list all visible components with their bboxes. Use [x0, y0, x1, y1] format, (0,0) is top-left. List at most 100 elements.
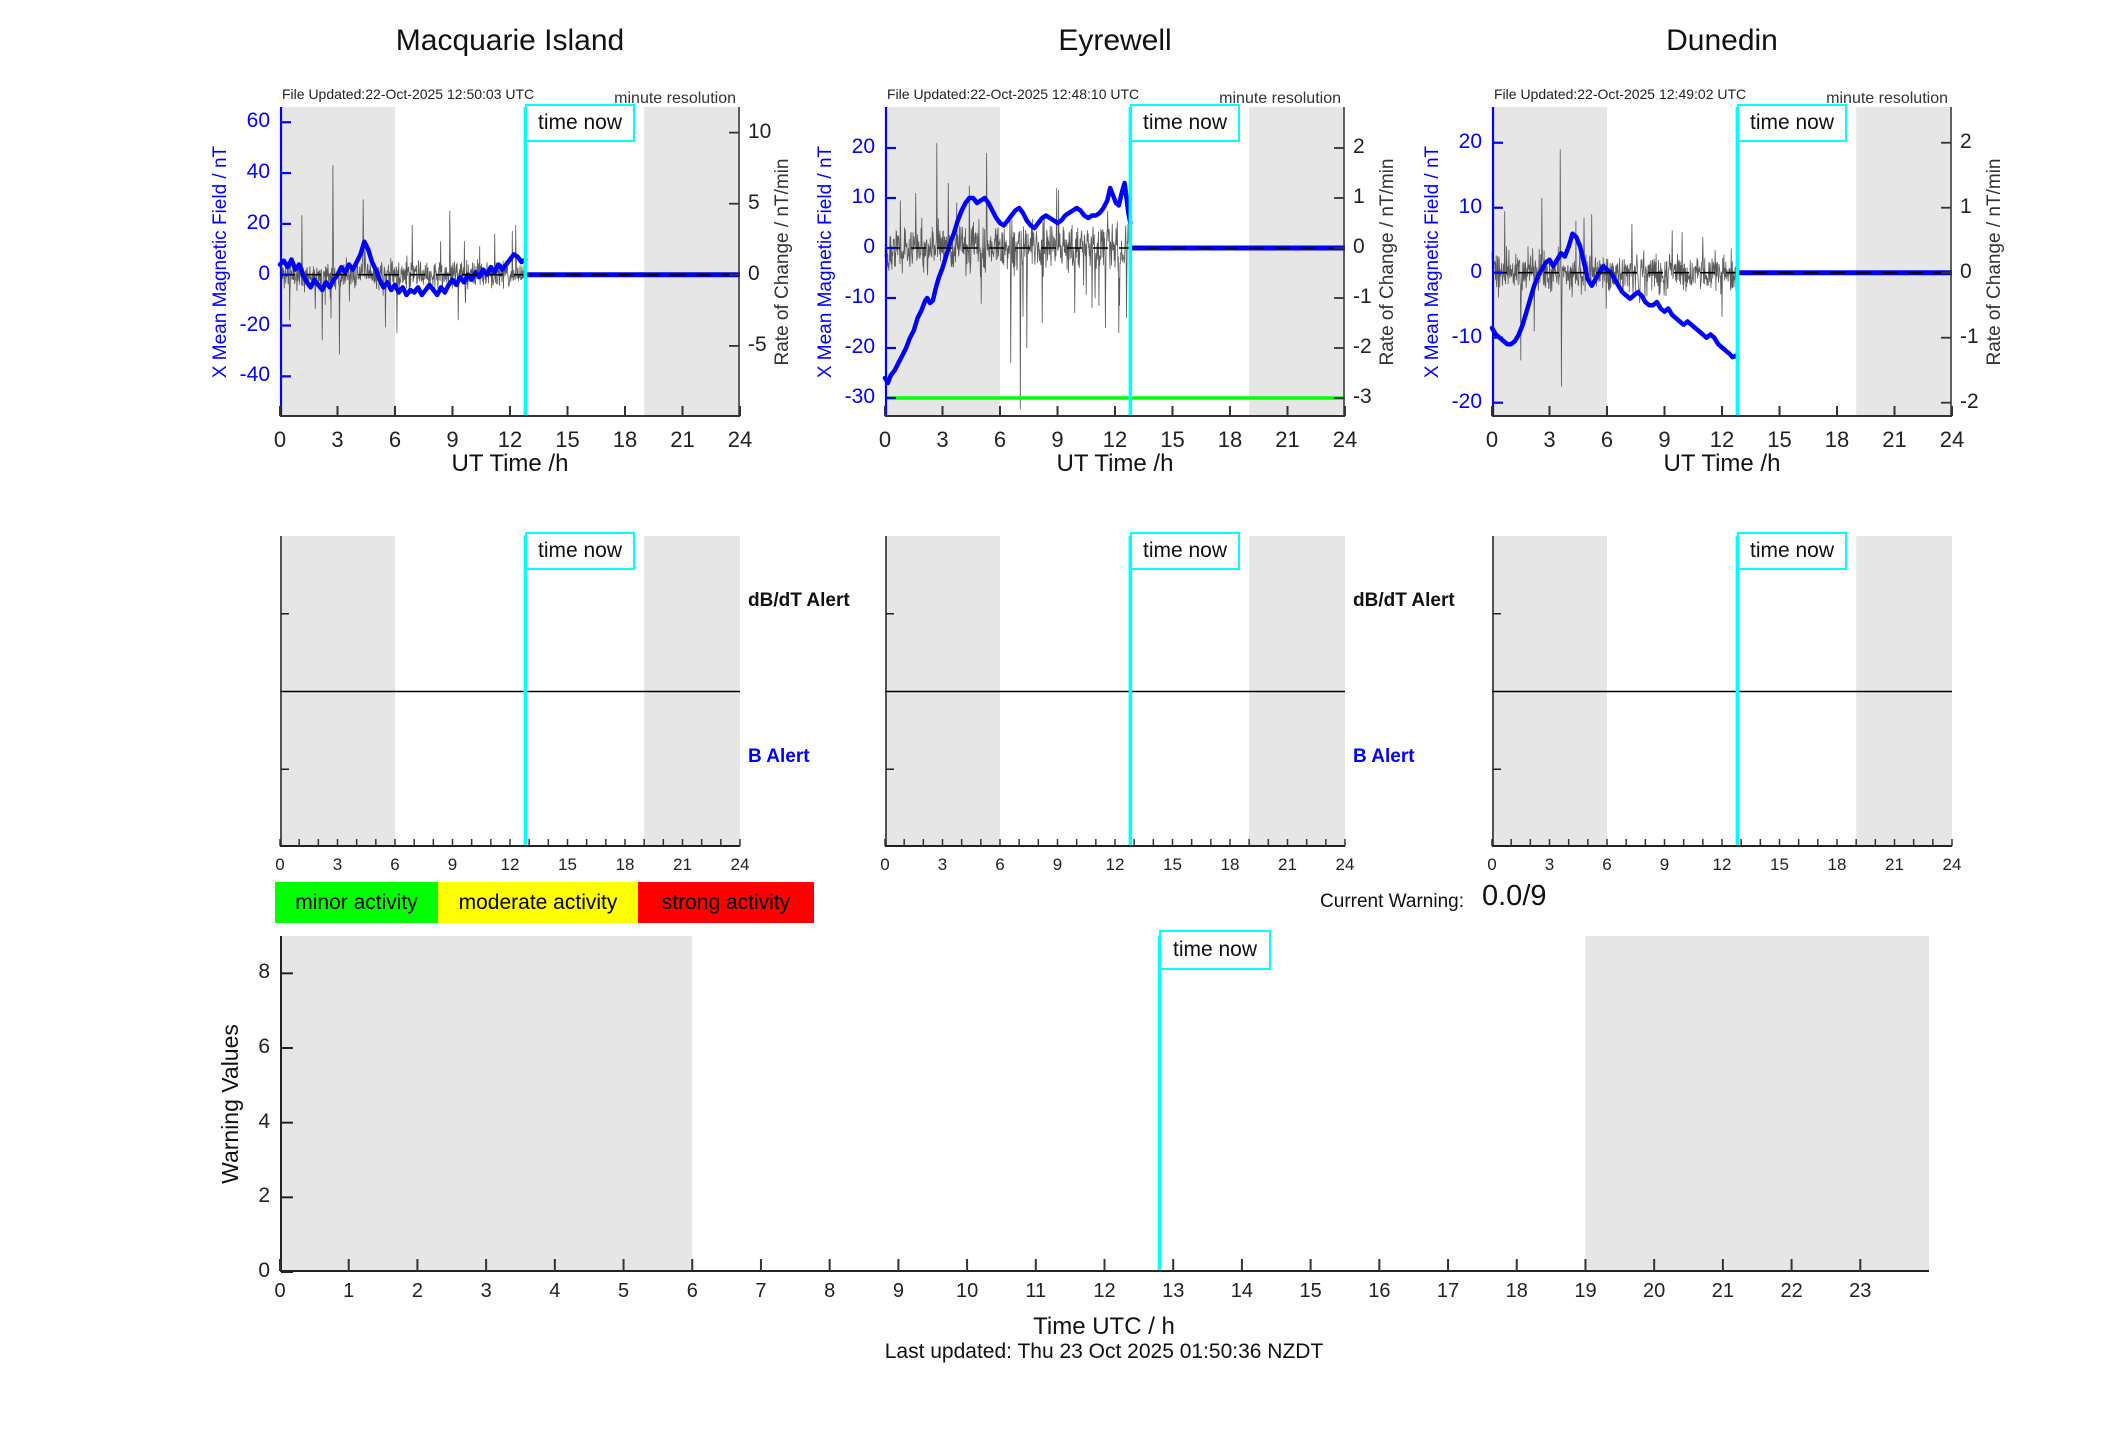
- x-tick-label: 12: [497, 427, 523, 452]
- left-tick-label: -10: [1451, 324, 1482, 348]
- alert-x-tick-label: 18: [615, 855, 635, 874]
- alert-x-tick-label: 3: [1544, 855, 1555, 874]
- x-tick-label: 0: [1485, 427, 1499, 452]
- station-title-macquarie: Macquarie Island: [395, 24, 625, 57]
- legend-strong-activity: strong activity: [638, 882, 814, 923]
- right-tick-label: 5: [748, 190, 760, 214]
- warning-x-tick-label: 13: [1162, 1280, 1185, 1302]
- right-tick-label: 0: [748, 261, 760, 285]
- x-tick-label: 9: [1658, 427, 1671, 452]
- warning-x-tick-label: 17: [1436, 1280, 1460, 1302]
- x-axis-label-eyrewell: UT Time /h: [1056, 450, 1174, 477]
- alert-x-tick-label: 18: [1220, 855, 1240, 874]
- dunedin-field-plot: [1489, 107, 1953, 417]
- x-tick-label: 0: [273, 427, 287, 452]
- left-tick-label: 10: [1458, 194, 1482, 218]
- time-now-flag-alert-eyrewell: time now: [1130, 532, 1240, 570]
- alert-x-tick-label: 21: [673, 855, 692, 874]
- b-alert-label-2: B Alert: [1353, 746, 1415, 767]
- left-tick-label: -30: [844, 385, 875, 408]
- left-tick-label: 0: [258, 261, 270, 285]
- right-axis-label-eyrewell: Rate of Change / nT/min: [1377, 158, 1398, 366]
- warning-x-tick-label: 19: [1574, 1280, 1597, 1302]
- alert-x-tick-label: 3: [332, 855, 343, 874]
- alert-x-tick-label: 15: [1163, 855, 1182, 874]
- legend-minor-activity: minor activity: [275, 882, 438, 923]
- alert-x-tick-label: 21: [1278, 855, 1297, 874]
- alert-x-tick-label: 24: [1942, 855, 1962, 874]
- alert-x-tick-label: 12: [500, 855, 520, 874]
- right-axis-label-macquarie: Rate of Change / nT/min: [772, 158, 793, 366]
- x-tick-label: 3: [331, 427, 344, 452]
- warning-x-tick-label: 22: [1780, 1280, 1803, 1302]
- alert-x-tick-label: 6: [390, 855, 400, 874]
- right-tick-label: 2: [1353, 135, 1365, 158]
- alert-x-tick-label: 24: [1335, 855, 1355, 874]
- alert-x-tick-label: 0: [1487, 855, 1497, 874]
- warning-x-tick-label: 12: [1093, 1280, 1116, 1302]
- resolution-note-dunedin: minute resolution: [1826, 90, 1948, 107]
- right-tick-label: 10: [748, 119, 772, 143]
- warning-x-tick-label: 15: [1299, 1280, 1322, 1302]
- warning-x-tick-label: 1: [343, 1280, 355, 1302]
- current-warning-value: 0.0/9: [1482, 880, 1547, 912]
- alert-x-tick-label: 0: [880, 855, 890, 874]
- warning-x-tick-label: 2: [411, 1280, 423, 1302]
- file-updated-eyrewell: File Updated:22-Oct-2025 12:48:10 UTC: [887, 86, 1140, 102]
- x-tick-label: 12: [1102, 427, 1128, 452]
- current-warning-label: Current Warning:: [1320, 891, 1464, 912]
- x-tick-label: 18: [612, 427, 638, 452]
- alert-x-tick-label: 6: [1602, 855, 1612, 874]
- warning-x-tick-label: 18: [1505, 1280, 1528, 1302]
- warning-x-tick-label: 8: [824, 1280, 836, 1302]
- station-title-eyrewell: Eyrewell: [1058, 24, 1172, 57]
- warning-x-tick-label: 21: [1711, 1280, 1734, 1302]
- resolution-note-eyrewell: minute resolution: [1219, 90, 1341, 107]
- right-tick-label: 0: [1960, 259, 1972, 283]
- right-axis-label-dunedin: Rate of Change / nT/min: [1984, 158, 2005, 366]
- left-tick-label: 40: [246, 160, 270, 184]
- warning-x-tick-label: 23: [1849, 1280, 1872, 1302]
- right-tick-label: -1: [1353, 285, 1372, 308]
- warning-x-tick-label: 20: [1643, 1280, 1666, 1302]
- x-tick-label: 24: [1332, 427, 1358, 452]
- alert-x-tick-label: 12: [1105, 855, 1125, 874]
- x-tick-label: 21: [1275, 427, 1300, 452]
- left-tick-label: -10: [844, 285, 875, 308]
- left-tick-label: 10: [851, 185, 875, 208]
- alert-x-tick-label: 21: [1885, 855, 1904, 874]
- right-tick-label: -2: [1960, 389, 1979, 413]
- x-tick-label: 21: [1882, 427, 1907, 452]
- warning-x-axis-label: Time UTC / h: [1033, 1313, 1175, 1340]
- warning-x-tick-label: 4: [549, 1280, 561, 1302]
- left-tick-label: -20: [1451, 389, 1482, 413]
- warning-values-axis-label: Warning Values: [216, 1024, 243, 1184]
- last-updated-text: Last updated: Thu 23 Oct 2025 01:50:36 N…: [884, 1340, 1324, 1363]
- warning-x-tick-label: 3: [480, 1280, 492, 1302]
- right-tick-label: 1: [1960, 194, 1972, 218]
- alert-x-tick-label: 12: [1712, 855, 1732, 874]
- right-tick-label: 2: [1960, 129, 1972, 153]
- x-tick-label: 12: [1709, 427, 1735, 452]
- warning-x-tick-label: 0: [274, 1280, 286, 1302]
- right-tick-label: -5: [748, 332, 767, 356]
- left-tick-label: -40: [239, 363, 270, 387]
- warning-values-plot: [279, 936, 1929, 1273]
- right-tick-label: -2: [1353, 335, 1372, 358]
- alert-x-tick-label: 15: [558, 855, 577, 874]
- x-tick-label: 3: [936, 427, 949, 452]
- alert-x-tick-label: 15: [1770, 855, 1789, 874]
- warning-y-tick-label: 4: [258, 1109, 270, 1133]
- left-tick-label: 60: [246, 109, 270, 133]
- time-now-flag-alert-macquarie: time now: [525, 532, 635, 570]
- time-now-flag-eyrewell: time now: [1130, 104, 1240, 142]
- x-tick-label: 6: [1600, 427, 1614, 452]
- warning-x-tick-label: 14: [1230, 1280, 1254, 1302]
- left-tick-label: 0: [1470, 259, 1482, 283]
- x-tick-label: 3: [1543, 427, 1556, 452]
- file-updated-dunedin: File Updated:22-Oct-2025 12:49:02 UTC: [1494, 86, 1747, 102]
- dunedin-alert-panel: [1491, 536, 1953, 847]
- warning-x-tick-label: 11: [1025, 1280, 1047, 1302]
- alert-x-tick-label: 9: [447, 855, 458, 874]
